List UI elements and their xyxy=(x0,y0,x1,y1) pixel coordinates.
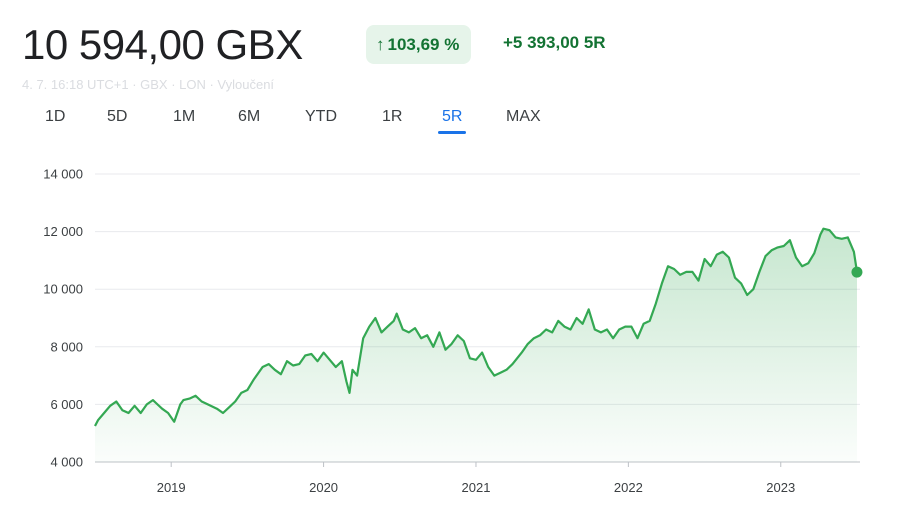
change-absolute: +5 393,00 5R xyxy=(503,33,606,52)
x-tick-label: 2019 xyxy=(157,480,186,495)
x-tick-label: 2023 xyxy=(766,480,795,495)
y-tick-label: 14 000 xyxy=(43,167,83,182)
y-tick-label: 6 000 xyxy=(50,397,83,412)
arrow-up-icon: ↑ xyxy=(376,34,385,54)
x-tick-label: 2022 xyxy=(614,480,643,495)
y-tick-label: 4 000 xyxy=(50,455,83,470)
y-tick-label: 10 000 xyxy=(43,282,83,297)
tab-5d[interactable]: 5D xyxy=(107,108,128,125)
y-axis: 4 000 6 000 8 000 10 000 12 000 14 000 xyxy=(43,167,83,470)
price-line xyxy=(94,227,859,427)
x-tick-label: 2020 xyxy=(309,480,338,495)
y-tick-label: 12 000 xyxy=(43,224,83,239)
x-tick-label: 2021 xyxy=(462,480,491,495)
price-area xyxy=(95,228,857,462)
tab-max[interactable]: MAX xyxy=(506,108,541,125)
y-tick-label: 8 000 xyxy=(50,339,83,354)
tab-1m[interactable]: 1M xyxy=(173,108,196,125)
tab-6m[interactable]: 6M xyxy=(238,108,261,125)
active-tab-indicator xyxy=(438,131,467,134)
tab-5r[interactable]: 5R xyxy=(438,108,467,134)
change-percent: 103,69 % xyxy=(387,34,460,54)
quote-meta: 4. 7. 16:18 UTC+1 · GBX · LON · Vyloučen… xyxy=(22,77,275,92)
last-price-marker xyxy=(851,266,863,278)
current-price: 10 594,00 GBX xyxy=(22,21,303,68)
tab-ytd[interactable]: YTD xyxy=(305,108,337,125)
x-axis: 2019 2020 2021 2022 2023 xyxy=(157,462,795,495)
tab-1d[interactable]: 1D xyxy=(45,108,66,125)
change-percent-badge: ↑ 103,69 % xyxy=(366,25,472,64)
tab-1r[interactable]: 1R xyxy=(382,108,403,125)
